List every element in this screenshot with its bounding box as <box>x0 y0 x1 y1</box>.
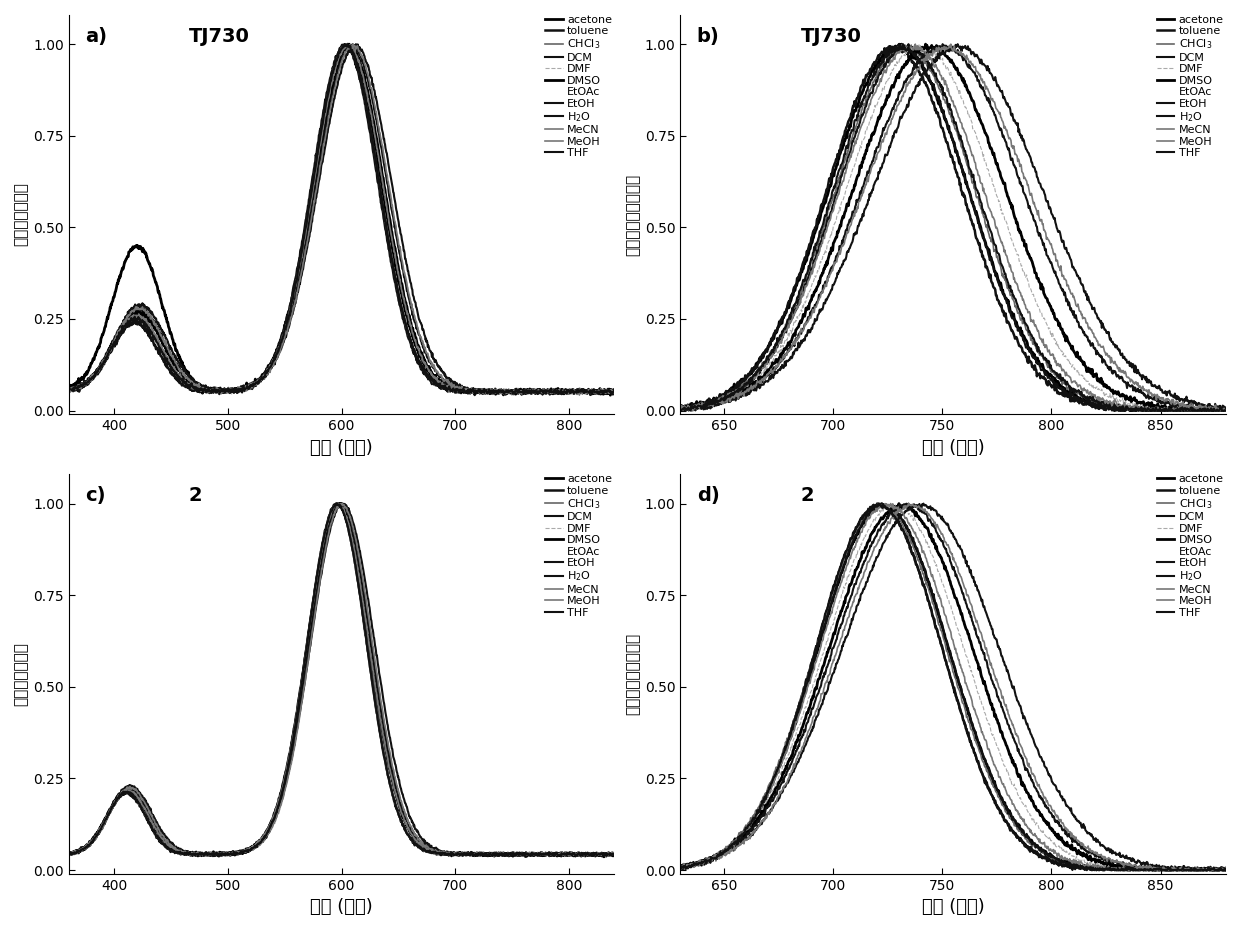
Y-axis label: 吸收强度归一化: 吸收强度归一化 <box>14 642 29 706</box>
Text: d): d) <box>697 486 719 505</box>
X-axis label: 波长 (纳米): 波长 (纳米) <box>310 439 373 457</box>
Legend: acetone, toluene, CHCl$_3$, DCM, DMF, DMSO, EtOAc, EtOH, H$_2$O, MeCN, MeOH, THF: acetone, toluene, CHCl$_3$, DCM, DMF, DM… <box>543 472 614 619</box>
Legend: acetone, toluene, CHCl$_3$, DCM, DMF, DMSO, EtOAc, EtOH, H$_2$O, MeCN, MeOH, THF: acetone, toluene, CHCl$_3$, DCM, DMF, DM… <box>543 12 614 160</box>
Text: c): c) <box>86 486 105 505</box>
X-axis label: 波长 (纳米): 波长 (纳米) <box>310 898 373 916</box>
Text: 2: 2 <box>800 486 813 505</box>
Y-axis label: 荧光发射强度归一化: 荧光发射强度归一化 <box>625 174 641 256</box>
Text: a): a) <box>86 27 107 46</box>
Text: 2: 2 <box>188 486 202 505</box>
Text: TJ730: TJ730 <box>188 27 249 46</box>
Legend: acetone, toluene, CHCl$_3$, DCM, DMF, DMSO, EtOAc, EtOH, H$_2$O, MeCN, MeOH, THF: acetone, toluene, CHCl$_3$, DCM, DMF, DM… <box>1154 472 1226 619</box>
X-axis label: 波长 (纳米): 波长 (纳米) <box>921 439 985 457</box>
Y-axis label: 吸收强度归一化: 吸收强度归一化 <box>14 182 29 246</box>
Text: TJ730: TJ730 <box>800 27 862 46</box>
X-axis label: 波长 (纳米): 波长 (纳米) <box>921 898 985 916</box>
Legend: acetone, toluene, CHCl$_3$, DCM, DMF, DMSO, EtOAc, EtOH, H$_2$O, MeCN, MeOH, THF: acetone, toluene, CHCl$_3$, DCM, DMF, DM… <box>1154 12 1226 160</box>
Y-axis label: 荧光发射强度归一化: 荧光发射强度归一化 <box>625 633 641 715</box>
Text: b): b) <box>697 27 719 46</box>
